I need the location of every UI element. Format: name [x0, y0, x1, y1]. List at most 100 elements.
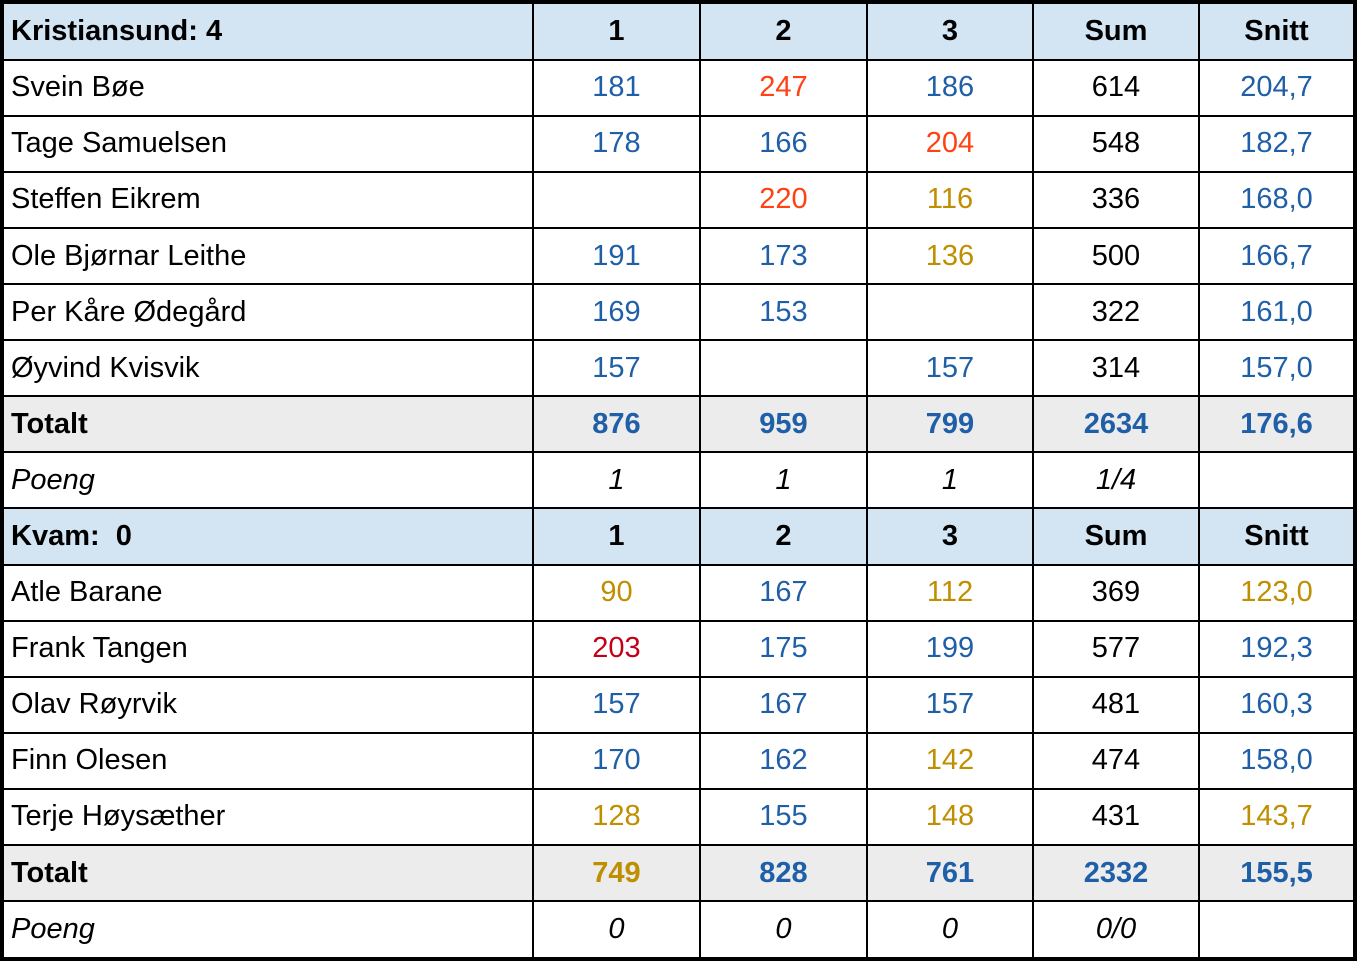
player-row: Ole Bjørnar Leithe 191 173 136 500 166,7	[1, 226, 1356, 286]
sum-cell: 481	[1032, 675, 1200, 734]
game-score-cell: 204	[866, 114, 1034, 173]
game-score-cell: 157	[866, 339, 1034, 398]
team-header-cell: Kvam: 0	[1, 507, 534, 566]
game-score-cell: 148	[866, 787, 1034, 847]
sum-cell: 369	[1032, 563, 1200, 622]
game-score-cell: 247	[699, 58, 868, 117]
total-row: Totalt 749 828 761 2332 155,5	[1, 844, 1356, 903]
total-label-cell: Totalt	[1, 395, 534, 454]
game-score-cell	[699, 339, 868, 398]
player-name-cell: Finn Olesen	[1, 731, 534, 790]
player-name-cell: Olav Røyrvik	[1, 675, 534, 734]
poeng-value-cell	[1198, 900, 1356, 960]
total-score-cell: 959	[699, 395, 868, 454]
snitt-cell: 158,0	[1198, 731, 1356, 790]
poeng-value-cell: 1/4	[1032, 451, 1200, 510]
snitt-cell: 143,7	[1198, 787, 1356, 847]
snitt-cell: 168,0	[1198, 170, 1356, 229]
player-row: Finn Olesen 170 162 142 474 158,0	[1, 731, 1356, 790]
player-name-cell: Øyvind Kvisvik	[1, 339, 534, 398]
poeng-value-cell: 1	[866, 451, 1034, 510]
poeng-value-cell	[1198, 451, 1356, 510]
total-snitt-cell: 155,5	[1198, 844, 1356, 903]
snitt-cell: 182,7	[1198, 114, 1356, 173]
game-score-cell: 166	[699, 114, 868, 173]
game-score-cell: 162	[699, 731, 868, 790]
game-score-cell	[532, 170, 701, 229]
column-header-game3: 3	[866, 1, 1034, 61]
player-name-cell: Per Kåre Ødegård	[1, 283, 534, 342]
game-score-cell	[866, 283, 1034, 342]
game-score-cell: 112	[866, 563, 1034, 622]
poeng-value-cell: 0	[866, 900, 1034, 960]
sum-cell: 500	[1032, 226, 1200, 286]
sum-cell: 614	[1032, 58, 1200, 117]
snitt-cell: 157,0	[1198, 339, 1356, 398]
poeng-value-cell: 1	[699, 451, 868, 510]
total-score-cell: 749	[532, 844, 701, 903]
game-score-cell: 199	[866, 619, 1034, 678]
total-score-cell: 828	[699, 844, 868, 903]
game-score-cell: 153	[699, 283, 868, 342]
game-score-cell: 169	[532, 283, 701, 342]
poeng-label-cell: Poeng	[1, 451, 534, 510]
player-name-cell: Steffen Eikrem	[1, 170, 534, 229]
sum-cell: 474	[1032, 731, 1200, 790]
sum-cell: 431	[1032, 787, 1200, 847]
total-score-cell: 761	[866, 844, 1034, 903]
poeng-row: Poeng 1 1 1 1/4	[1, 451, 1356, 510]
column-header-snitt: Snitt	[1198, 507, 1356, 566]
sum-cell: 322	[1032, 283, 1200, 342]
poeng-label-cell: Poeng	[1, 900, 534, 960]
game-score-cell: 157	[532, 339, 701, 398]
total-sum-cell: 2332	[1032, 844, 1200, 903]
snitt-cell: 160,3	[1198, 675, 1356, 734]
game-score-cell: 167	[699, 675, 868, 734]
team-header-cell: Kristiansund: 4	[1, 1, 534, 61]
game-score-cell: 142	[866, 731, 1034, 790]
player-name-cell: Atle Barane	[1, 563, 534, 622]
total-label-cell: Totalt	[1, 844, 534, 903]
game-score-cell: 136	[866, 226, 1034, 286]
player-row: Olav Røyrvik 157 167 157 481 160,3	[1, 675, 1356, 734]
column-header-sum: Sum	[1032, 507, 1200, 566]
sum-cell: 314	[1032, 339, 1200, 398]
column-header-game2: 2	[699, 507, 868, 566]
column-header-game2: 2	[699, 1, 868, 61]
total-sum-cell: 2634	[1032, 395, 1200, 454]
sum-cell: 577	[1032, 619, 1200, 678]
total-score-cell: 799	[866, 395, 1034, 454]
poeng-row: Poeng 0 0 0 0/0	[1, 900, 1356, 960]
player-row: Tage Samuelsen 178 166 204 548 182,7	[1, 114, 1356, 173]
game-score-cell: 157	[866, 675, 1034, 734]
player-row: Terje Høysæther 128 155 148 431 143,7	[1, 787, 1356, 847]
snitt-cell: 123,0	[1198, 563, 1356, 622]
column-header-sum: Sum	[1032, 1, 1200, 61]
team-header-row: Kristiansund: 4 1 2 3 Sum Snitt	[1, 1, 1356, 61]
player-row: Øyvind Kvisvik 157 157 314 157,0	[1, 339, 1356, 398]
player-row: Steffen Eikrem 220 116 336 168,0	[1, 170, 1356, 229]
total-snitt-cell: 176,6	[1198, 395, 1356, 454]
game-score-cell: 191	[532, 226, 701, 286]
total-row: Totalt 876 959 799 2634 176,6	[1, 395, 1356, 454]
poeng-value-cell: 1	[532, 451, 701, 510]
poeng-value-cell: 0	[532, 900, 701, 960]
poeng-value-cell: 0/0	[1032, 900, 1200, 960]
game-score-cell: 175	[699, 619, 868, 678]
player-name-cell: Svein Bøe	[1, 58, 534, 117]
game-score-cell: 116	[866, 170, 1034, 229]
player-row: Svein Bøe 181 247 186 614 204,7	[1, 58, 1356, 117]
sum-cell: 336	[1032, 170, 1200, 229]
game-score-cell: 157	[532, 675, 701, 734]
snitt-cell: 192,3	[1198, 619, 1356, 678]
player-name-cell: Ole Bjørnar Leithe	[1, 226, 534, 286]
column-header-game3: 3	[866, 507, 1034, 566]
snitt-cell: 166,7	[1198, 226, 1356, 286]
game-score-cell: 173	[699, 226, 868, 286]
game-score-cell: 203	[532, 619, 701, 678]
player-name-cell: Tage Samuelsen	[1, 114, 534, 173]
column-header-snitt: Snitt	[1198, 1, 1356, 61]
team-header-row: Kvam: 0 1 2 3 Sum Snitt	[1, 507, 1356, 566]
game-score-cell: 90	[532, 563, 701, 622]
